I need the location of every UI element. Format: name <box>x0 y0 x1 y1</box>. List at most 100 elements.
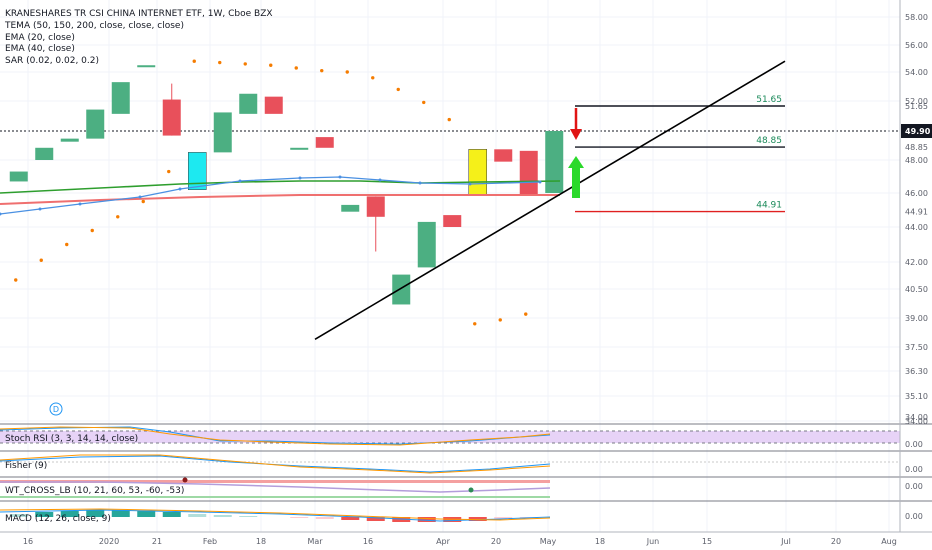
dividend-marker-label: D <box>53 405 59 414</box>
up-arrow-shaft <box>572 167 580 198</box>
time-tick-label: Jul <box>780 537 791 546</box>
price-tick-label: 58.00 <box>905 13 928 22</box>
macd-bar <box>417 517 436 522</box>
sar-dot <box>141 199 145 204</box>
dividend-marker <box>49 402 63 416</box>
pane-axis-label: 0.00 <box>905 465 923 474</box>
candle-body <box>9 171 28 182</box>
time-tick-label: Feb <box>203 537 217 546</box>
time-tick-label: Jun <box>646 537 660 546</box>
macd-bar <box>35 512 54 517</box>
legend-sar: SAR (0.02, 0.02, 0.2) <box>5 56 100 67</box>
macd-bar <box>60 511 79 517</box>
price-tick-label: 39.00 <box>905 314 928 323</box>
indicator-panes: Stoch RSI (3, 3, 14, 14, close) Fisher (9… <box>0 423 932 524</box>
sar-dot <box>473 322 477 326</box>
sar-dot <box>269 63 273 67</box>
sar-dot <box>218 60 222 65</box>
price-tick-label: 54.00 <box>905 68 928 77</box>
sar-dot <box>524 312 528 316</box>
last-price-marker <box>901 124 932 138</box>
ema40-line <box>0 194 560 205</box>
price-tick-label: 34.00 <box>905 417 928 426</box>
level-label: 51.65 <box>756 95 782 105</box>
wt-cross-down <box>182 477 188 483</box>
tema-line <box>0 180 561 194</box>
drawings[interactable]: 51.65 48.85 44.91 D <box>49 60 786 416</box>
wt1 <box>0 481 551 493</box>
price-tick-label: 51.65 <box>905 102 928 111</box>
level-label: 44.91 <box>756 201 782 211</box>
candle-body <box>188 152 207 190</box>
time-tick-label: 15 <box>702 537 712 546</box>
price-tick-label: 46.00 <box>905 189 928 198</box>
down-arrow-head <box>570 129 582 140</box>
gridlines <box>0 0 900 532</box>
ema20-dot <box>378 178 382 182</box>
candle-body <box>264 96 283 114</box>
ema20-line <box>0 176 541 215</box>
ema20-dot <box>38 207 42 211</box>
macd-bar <box>341 517 360 520</box>
time-tick-label: May <box>540 537 557 546</box>
sar-dot <box>39 258 43 262</box>
candle-body <box>545 131 564 193</box>
candle-body <box>417 221 436 268</box>
time-tick-label: 16 <box>363 537 373 546</box>
macd-bar <box>86 510 105 517</box>
ema20-dot <box>338 175 342 179</box>
macd-bar <box>137 511 156 517</box>
price-tick-label: 42.00 <box>905 258 928 267</box>
sar-dot <box>243 62 247 66</box>
price-tick-label: 44.91 <box>905 208 928 217</box>
fisher-trigger <box>0 454 551 474</box>
candle-body <box>443 215 462 227</box>
candle-body <box>519 150 538 195</box>
sar-dot <box>65 242 69 247</box>
time-tick-label: 18 <box>595 537 605 546</box>
candle-body <box>494 149 513 162</box>
candle-body <box>366 196 385 217</box>
ema20-dot <box>78 202 82 206</box>
price-tick-label: 48.85 <box>905 143 928 152</box>
legend-tema: TEMA (50, 150, 200, close, close, close) <box>5 20 184 31</box>
sar-dots <box>14 59 528 326</box>
macd-bar <box>111 510 130 517</box>
pane-label-wt: WT_CROSS_LB (10, 21, 60, 53, -60, -53) <box>5 486 184 496</box>
legend: KRANESHARES TR CSI CHINA INTERNET ETF, 1… <box>5 9 273 68</box>
time-tick-label: 21 <box>152 537 162 546</box>
pane-label-fisher: Fisher (9) <box>5 461 47 471</box>
pane-axis-label: 0.00 <box>905 482 923 491</box>
fisher-line <box>0 455 551 473</box>
price-tick-label: 36.30 <box>905 367 928 376</box>
time-axis[interactable]: 16 2020 21 Feb 18 Mar 16 Apr 20 May 18 Jun 15 Jul 20 Au… <box>0 531 932 546</box>
legend-ema40: EMA (40, close) <box>5 44 75 55</box>
up-arrow-head <box>568 156 584 168</box>
macd-bar <box>9 514 28 517</box>
candle-body <box>290 147 309 150</box>
price-tick-label: 40.50 <box>905 285 928 294</box>
macd-bar <box>239 516 258 517</box>
candle-body <box>315 137 334 148</box>
sar-dot <box>396 87 400 92</box>
ema20-dot <box>238 179 242 183</box>
ema20-dot <box>468 182 472 186</box>
sar-dot <box>294 66 298 70</box>
macd-signal <box>0 508 551 521</box>
legend-ema20: EMA (20, close) <box>5 32 75 43</box>
candles <box>9 65 564 305</box>
macd-bar <box>162 512 181 517</box>
macd-bar <box>290 517 309 518</box>
trendline <box>314 60 786 340</box>
sar-dot <box>192 59 196 63</box>
ema20-dot <box>0 212 2 216</box>
sar-dot <box>447 117 451 122</box>
pane-axis-label: 0.00 <box>905 440 923 449</box>
price-tick-label: 52.00 <box>905 97 928 106</box>
pane-label-stoch: Stoch RSI (3, 3, 14, 14, close) <box>5 434 138 444</box>
ema20-dot <box>298 176 302 180</box>
macd-bar <box>366 517 385 521</box>
candle-body <box>137 65 156 68</box>
